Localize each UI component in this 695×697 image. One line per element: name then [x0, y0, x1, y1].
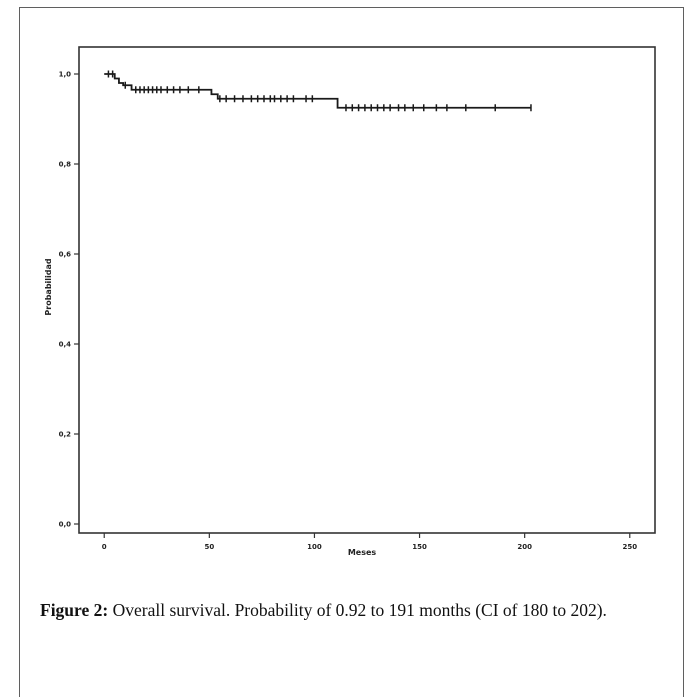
plot-area — [78, 46, 656, 534]
survival-curve — [104, 73, 531, 109]
y-tick-label: 0,0 — [59, 521, 72, 529]
x-tick-label: 250 — [622, 543, 637, 551]
x-axis-title: Meses — [348, 548, 377, 557]
y-tick-label: 1,0 — [59, 71, 72, 79]
figure-caption: Figure 2: Overall survival. Probability … — [40, 598, 672, 622]
caption-text: Overall survival. Probability of 0.92 to… — [112, 600, 607, 620]
y-ticks: 0,0 0,2 0,4 0,6 0,8 1,0 — [59, 71, 79, 529]
x-tick-label: 0 — [102, 543, 107, 551]
survival-curves — [104, 70, 532, 112]
x-tick-label: 150 — [412, 543, 427, 551]
x-tick-label: 100 — [307, 543, 322, 551]
y-tick-label: 0,8 — [59, 161, 72, 169]
x-tick-label: 50 — [204, 543, 214, 551]
y-tick-label: 0,6 — [59, 251, 72, 259]
y-axis-title: Probabilidad — [44, 258, 53, 316]
x-ticks: 0 50 100 150 200 250 — [102, 533, 637, 551]
x-tick-label: 200 — [517, 543, 532, 551]
y-tick-label: 0,2 — [59, 431, 72, 439]
y-tick-label: 0,4 — [59, 341, 72, 349]
km-chart: 0 50 100 150 200 250 0,0 0,2 0,4 0,6 0,8 1,0 Meses… — [44, 46, 656, 557]
caption-label: Figure 2: — [40, 600, 109, 620]
